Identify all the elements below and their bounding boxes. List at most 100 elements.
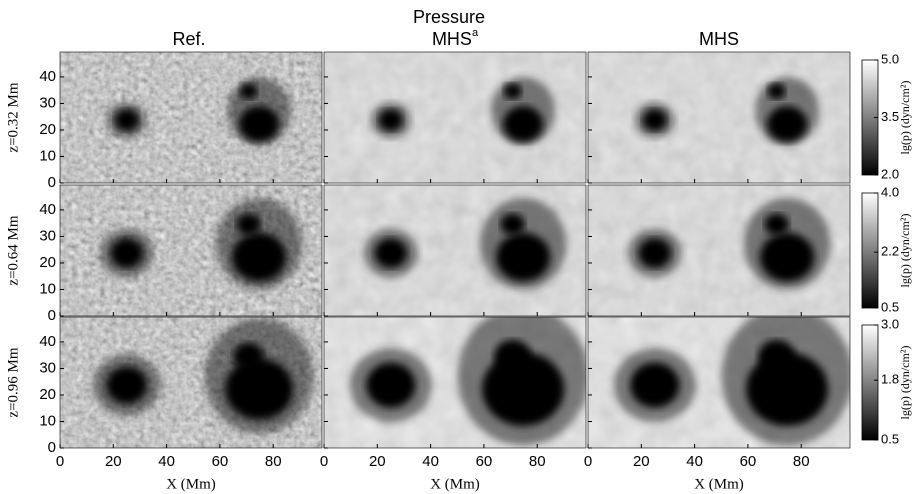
panel-border	[587, 184, 851, 317]
colorbar-label: lg(p) (dyn/cm²)	[898, 214, 912, 288]
x-tick-label: 80	[793, 453, 810, 470]
row-label: z=0.96 Mm	[5, 347, 21, 417]
x-axis-label: X (Mm)	[694, 476, 744, 492]
colorbar-tick-label: 5.0	[881, 51, 899, 66]
umbra	[110, 238, 144, 268]
umbra	[114, 109, 139, 132]
y-tick-label: 10	[39, 280, 56, 297]
y-tick-label: 40	[39, 333, 56, 350]
colorbar-tick-label: 3.5	[881, 109, 899, 124]
y-tick-label: 0	[48, 307, 56, 324]
column-title: MHS	[699, 29, 739, 49]
umbra	[374, 238, 408, 268]
y-tick-label: 30	[39, 94, 56, 111]
y-tick-label: 30	[39, 359, 56, 376]
x-tick-label: 60	[212, 453, 229, 470]
umbra	[760, 232, 815, 282]
panel-image	[588, 52, 850, 183]
y-tick-label: 30	[39, 227, 56, 244]
panel-image	[60, 52, 322, 183]
panel: 0 10 20 30 40 0 20 40 60 80	[39, 316, 323, 470]
x-axis-label: X (Mm)	[430, 476, 480, 492]
panel	[587, 51, 851, 184]
colorbar	[861, 324, 879, 441]
x-tick-label: 0	[584, 453, 592, 470]
umbra	[236, 213, 261, 236]
umbra	[482, 352, 565, 426]
panel-image	[60, 317, 322, 448]
umbra	[503, 83, 522, 100]
umbra	[239, 106, 280, 143]
y-tick-label: 0	[48, 174, 56, 191]
colorbar-tick-label: 2.2	[881, 244, 899, 259]
x-tick-label: 40	[686, 453, 703, 470]
column-title-superscript: a	[472, 27, 479, 39]
colorbar-label: lg(p) (dyn/cm²)	[898, 346, 912, 420]
colorbar-tick-label: 4.0	[881, 184, 899, 199]
umbra	[239, 83, 258, 100]
umbra	[232, 232, 287, 282]
umbra	[638, 238, 672, 268]
panel	[323, 184, 587, 317]
umbra	[503, 106, 544, 143]
umbra	[366, 362, 416, 408]
panel-image	[324, 52, 586, 183]
umbra	[500, 213, 525, 236]
colorbar	[861, 192, 879, 309]
umbra	[496, 232, 551, 282]
panel	[587, 184, 851, 317]
y-tick-label: 0	[48, 439, 56, 456]
panel-image	[588, 185, 850, 316]
panel-border	[59, 184, 323, 317]
umbra	[642, 109, 667, 132]
x-tick-label: 40	[422, 453, 439, 470]
colorbar-tick-label: 0.5	[881, 431, 899, 446]
umbra	[225, 358, 294, 420]
y-tick-label: 40	[39, 68, 56, 85]
panel-image	[588, 317, 850, 448]
x-tick-label: 40	[158, 453, 175, 470]
panel-border	[323, 184, 587, 317]
panel: 0 20 40 60 80	[320, 316, 587, 470]
umbra	[630, 362, 680, 408]
figure-title: Pressure	[413, 7, 485, 27]
column-title: MHSa	[432, 27, 479, 49]
colorbar-tick-label: 2.0	[881, 166, 899, 181]
panel-border	[323, 51, 587, 184]
x-axis-label: X (Mm)	[166, 476, 216, 492]
x-tick-label: 20	[369, 453, 386, 470]
umbra	[758, 339, 796, 373]
panel: 0 20 40 60 80	[584, 316, 851, 470]
panel: 0 10 20 30 40	[39, 184, 323, 324]
x-tick-label: 0	[56, 453, 64, 470]
panel-image	[324, 317, 586, 448]
umbra	[767, 106, 808, 143]
y-tick-label: 10	[39, 412, 56, 429]
umbra	[106, 366, 148, 404]
colorbar-tick-label: 1.8	[881, 372, 899, 387]
y-tick-label: 20	[39, 121, 56, 138]
umbra	[746, 352, 829, 426]
y-tick-label: 20	[39, 254, 56, 271]
umbra	[233, 342, 264, 370]
panel-image	[60, 185, 322, 316]
colorbar-tick-label: 3.0	[881, 316, 899, 331]
umbra	[494, 339, 532, 373]
x-tick-label: 0	[320, 453, 328, 470]
colorbar-tick-label: 0.5	[881, 299, 899, 314]
y-tick-label: 40	[39, 201, 56, 218]
panel-border	[323, 316, 587, 449]
panel-image	[324, 185, 586, 316]
panel: 0 10 20 30 40	[39, 51, 323, 191]
row-label: z=0.32 Mm	[5, 82, 21, 152]
panel-border	[587, 316, 851, 449]
row-label: z=0.64 Mm	[5, 215, 21, 285]
panel-border	[587, 51, 851, 184]
x-tick-label: 80	[529, 453, 546, 470]
y-tick-label: 20	[39, 386, 56, 403]
panel-border	[59, 51, 323, 184]
y-tick-label: 10	[39, 147, 56, 164]
x-tick-label: 20	[105, 453, 122, 470]
